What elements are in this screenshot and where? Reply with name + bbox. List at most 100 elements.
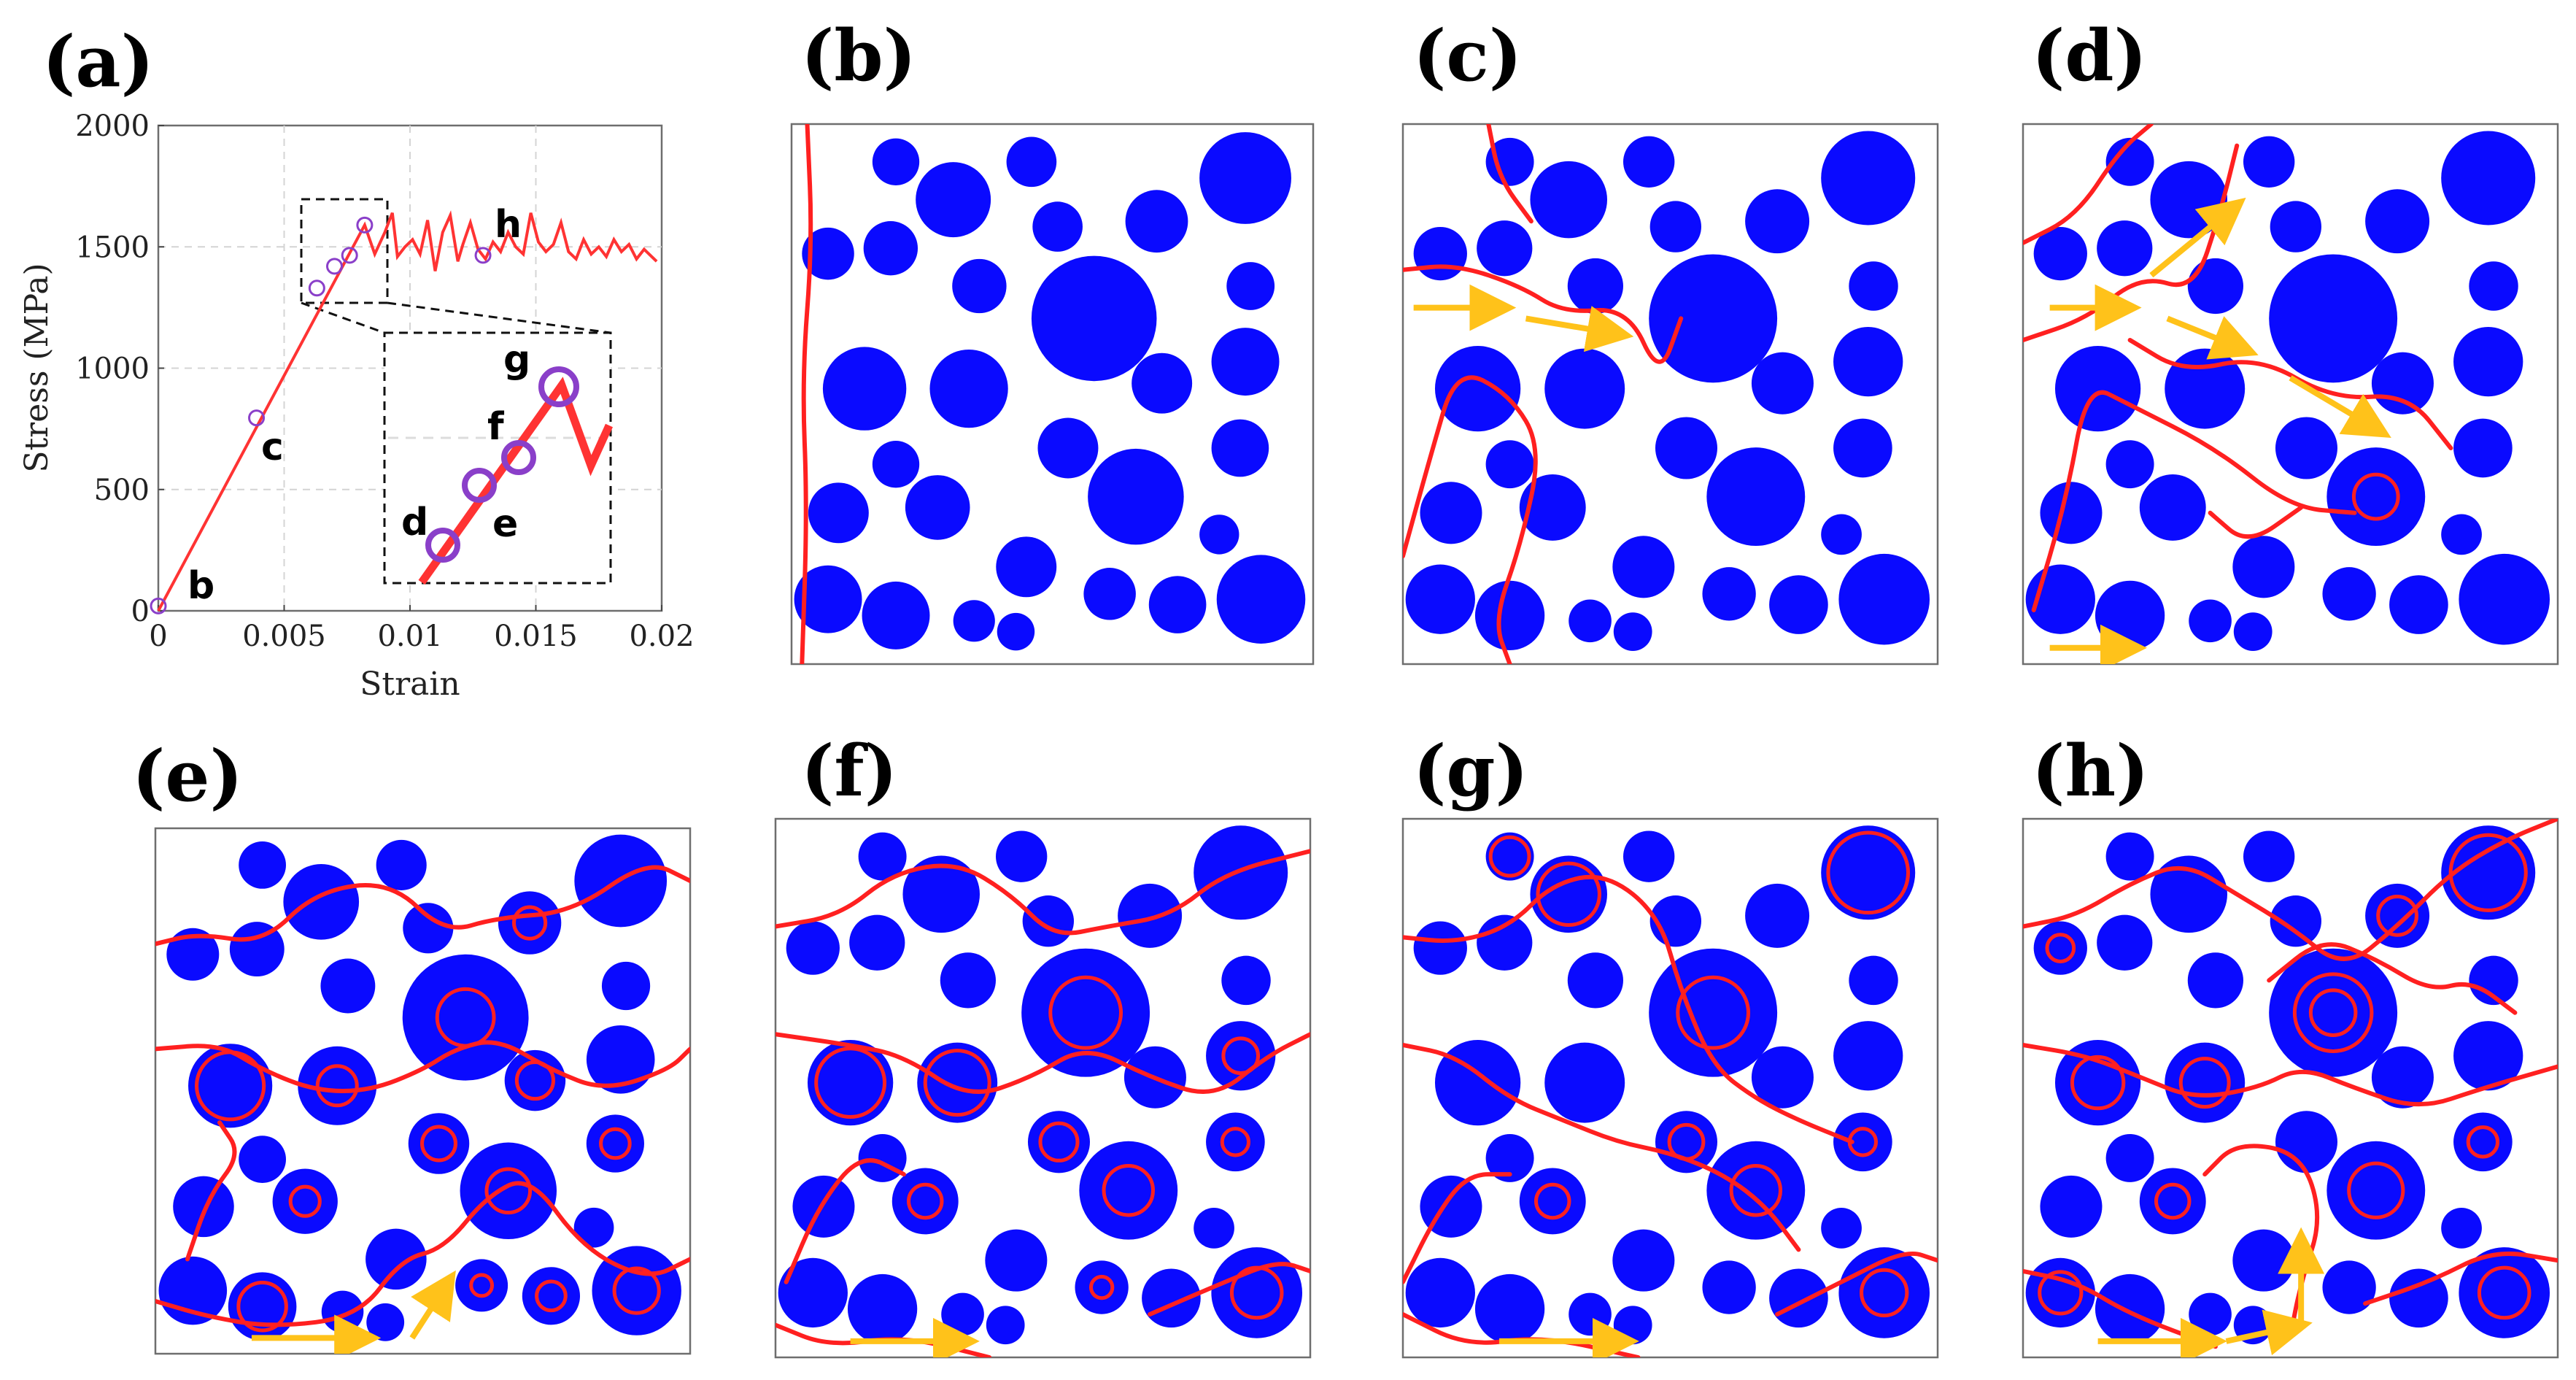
- propagation-arrow: [2149, 197, 2246, 278]
- interface-crack: [2038, 1270, 2084, 1316]
- y-tick-label: 0: [131, 595, 150, 628]
- particle: [1118, 883, 1183, 948]
- particle: [1706, 1141, 1806, 1240]
- particle: [1021, 948, 1150, 1077]
- inset-marker-e: [462, 468, 497, 503]
- particle: [2441, 825, 2536, 920]
- particle: [2275, 1111, 2338, 1173]
- particle: [1838, 553, 1930, 645]
- interface-crack: [2308, 988, 2358, 1037]
- propagation-arrow: [2166, 315, 2259, 360]
- particle: [2243, 136, 2295, 188]
- particle: [1132, 352, 1193, 414]
- particle: [1405, 1257, 1475, 1328]
- zoom-connector-right: [387, 301, 611, 334]
- particle: [504, 1049, 566, 1111]
- particle: [586, 1025, 655, 1094]
- particle: [1544, 348, 1625, 429]
- interface-crack: [484, 1167, 533, 1215]
- interface-crack: [1536, 861, 1601, 928]
- particle: [2459, 1247, 2550, 1338]
- particle: [2453, 1112, 2513, 1172]
- particle: [239, 841, 286, 889]
- particle: [849, 914, 905, 971]
- particle: [1474, 580, 1545, 651]
- particle: [2105, 832, 2154, 881]
- point-label-h: h: [495, 203, 522, 247]
- stress-strain-line: [157, 210, 658, 612]
- crack-path: [2023, 819, 2558, 961]
- inset-label-f: f: [487, 405, 505, 449]
- particle: [1849, 955, 1898, 1006]
- particle: [1622, 136, 1675, 188]
- x-tick-label: 0.01: [377, 620, 442, 653]
- particle: [2389, 575, 2448, 634]
- interface-crack: [1826, 830, 1911, 915]
- panel-label-b: (b): [801, 15, 916, 97]
- particle: [2040, 482, 2103, 544]
- particle: [997, 612, 1035, 651]
- particle: [498, 891, 562, 955]
- particle: [786, 921, 840, 975]
- particle: [298, 1046, 377, 1125]
- crack-path: [784, 1158, 906, 1284]
- interface-crack: [1221, 1036, 1261, 1076]
- interface-crack: [2292, 972, 2374, 1053]
- propagation-arrow: [409, 1270, 456, 1340]
- interface-crack: [288, 1184, 322, 1218]
- particle: [858, 1133, 907, 1182]
- interface-crack: [315, 1064, 359, 1108]
- microstructure-panels: (b) (c) (d) (e) (f) (g) (h): [132, 15, 2559, 1359]
- particle: [158, 1256, 228, 1325]
- particle: [1745, 189, 1810, 254]
- particle: [1206, 1021, 1276, 1091]
- interface-crack: [2347, 1161, 2405, 1219]
- particle: [862, 581, 930, 649]
- interface-crack: [814, 1046, 887, 1119]
- particle: [2322, 567, 2376, 621]
- particle: [872, 138, 920, 185]
- crack-path: [775, 849, 1310, 936]
- y-tick-label: 2000: [75, 109, 150, 143]
- curve-marker-h: [474, 247, 492, 264]
- curve-marker-c: [248, 409, 266, 427]
- particle: [1821, 514, 1862, 555]
- particle: [365, 1228, 427, 1290]
- propagation-arrow: [2289, 375, 2391, 438]
- particle: [1477, 914, 1533, 971]
- particle: [1569, 1292, 1612, 1336]
- particle: [1612, 536, 1675, 598]
- interface-crack: [2178, 1057, 2231, 1109]
- particle: [2326, 1141, 2426, 1240]
- crack-path: [1486, 124, 1533, 224]
- particle: [1216, 555, 1306, 644]
- particle: [2453, 326, 2523, 397]
- particle: [1485, 137, 1534, 186]
- crack-path: [2023, 124, 2154, 245]
- particle: [592, 1246, 681, 1335]
- particle: [1405, 564, 1475, 634]
- interface-crack: [2070, 1055, 2126, 1111]
- particle: [403, 903, 454, 954]
- interface-crack: [512, 905, 548, 941]
- particle: [1613, 612, 1652, 651]
- crack-path: [1403, 375, 1538, 664]
- particle: [1211, 328, 1280, 396]
- particle: [2389, 1268, 2448, 1328]
- microstructure-panel-b: [790, 123, 1315, 666]
- particle: [402, 954, 529, 1081]
- particle: [2095, 1273, 2165, 1344]
- curve-marker-g: [356, 216, 374, 234]
- particle: [941, 1292, 984, 1336]
- particle: [1485, 440, 1534, 489]
- particle: [1125, 190, 1188, 253]
- particle: [1079, 1141, 1178, 1240]
- microstructure-panel-h: [2022, 817, 2559, 1359]
- stress-strain-series: [157, 210, 658, 612]
- particle: [872, 441, 920, 488]
- particle: [807, 1039, 894, 1126]
- particle: [272, 1168, 338, 1234]
- particle: [995, 830, 1048, 882]
- crack-path: [1403, 874, 1854, 1144]
- particle: [917, 1042, 998, 1123]
